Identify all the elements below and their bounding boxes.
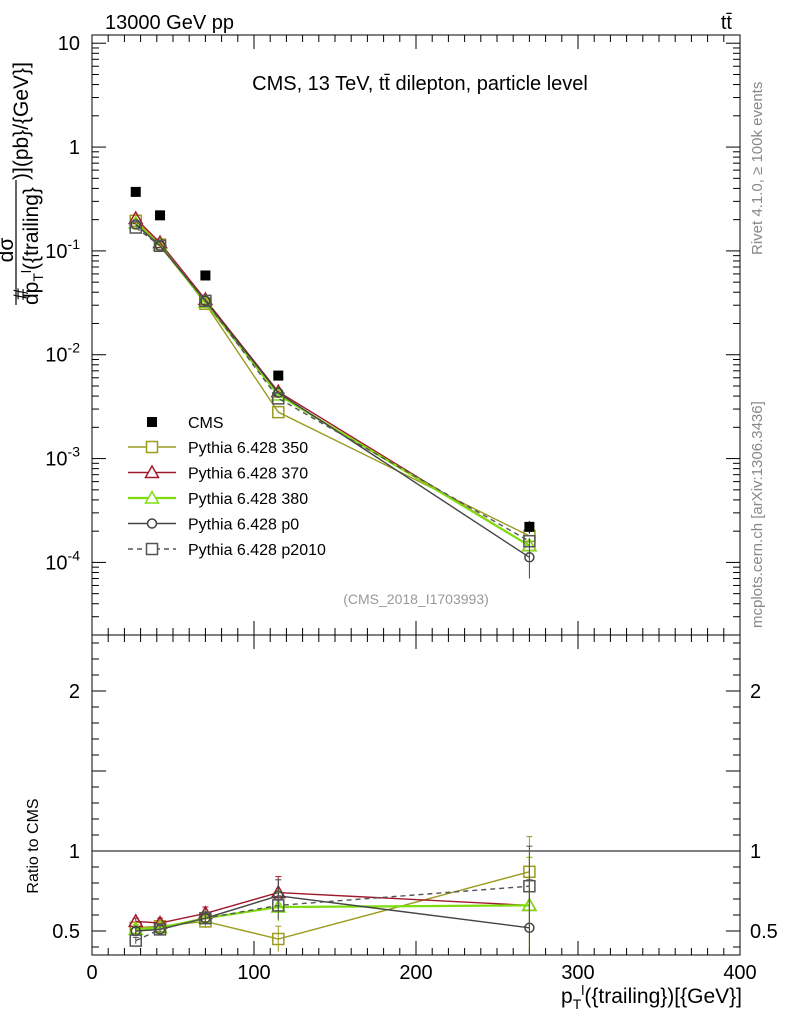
svg-text:dpTl({trailing}: dpTl({trailing} xyxy=(18,187,46,305)
ratio-point xyxy=(199,911,212,925)
rivet-version-label: Rivet 4.1.0, ≥ 100k events xyxy=(749,82,766,255)
ratio-y-tick-label-right: 0.5 xyxy=(750,921,778,943)
ratio-y-tick-label: 0.5 xyxy=(52,921,80,943)
series-point xyxy=(130,219,141,230)
legend-label: Pythia 6.428 380 xyxy=(188,491,308,508)
ratio-y-tick-label-right: 1 xyxy=(750,841,761,863)
series-line xyxy=(135,226,530,542)
cms-data-group xyxy=(130,186,535,579)
series-point xyxy=(272,392,285,405)
legend-marker xyxy=(144,489,160,504)
legend-label: Pythia 6.428 350 xyxy=(188,440,308,457)
x-tick-label: 200 xyxy=(399,962,432,984)
legend-label: Pythia 6.428 p0 xyxy=(188,517,299,534)
legend-label: Pythia 6.428 370 xyxy=(188,466,308,483)
svg-text:)](pb}/{GeV}]: )](pb}/{GeV}] xyxy=(10,62,33,180)
ratio-point xyxy=(153,923,167,936)
y-tick-label: 10-3 xyxy=(45,444,80,471)
ratio-point xyxy=(272,932,285,946)
data-point xyxy=(155,210,166,221)
x-tick-label: 400 xyxy=(723,962,756,984)
legend-marker xyxy=(144,464,160,479)
x-tick-label: 300 xyxy=(561,962,594,984)
series-line xyxy=(135,218,530,547)
x-axis-ticks: 0 100 200 300 400 xyxy=(86,35,757,984)
legend-marker xyxy=(145,542,159,556)
data-point xyxy=(524,521,535,532)
main-axis-ticks: 10 1 10-1 10-2 10-3 10-4 xyxy=(45,33,740,636)
legend: CMS Pythia 6.428 350 Pythia 6.428 370 Pythi… xyxy=(128,415,326,559)
svg-text:dσ: dσ xyxy=(0,238,18,263)
y-tick-label: 1 xyxy=(69,137,80,159)
legend-label: CMS xyxy=(188,415,224,432)
y-tick-label: 10 xyxy=(58,33,80,55)
x-axis-label: pTl({trailing})[{GeV}] xyxy=(561,982,742,1012)
ratio-y-tick-label-right: 2 xyxy=(750,681,761,703)
collision-label: 13000 GeV pp xyxy=(105,12,234,34)
legend-marker-data xyxy=(147,417,157,427)
ratio-line xyxy=(135,885,530,942)
ratio-point xyxy=(272,899,285,912)
series-point xyxy=(199,294,212,308)
ratio-point xyxy=(523,879,536,893)
data-point xyxy=(273,370,284,381)
main-y-axis-label: # dσ dpTl({trailing} )](pb}/{GeV}] xyxy=(0,62,46,305)
legend-label: Pythia 6.428 p2010 xyxy=(188,542,326,559)
x-tick-label: 100 xyxy=(237,962,270,984)
series-point xyxy=(129,221,142,234)
series-point xyxy=(272,405,285,419)
series-point xyxy=(200,295,211,307)
data-point xyxy=(130,186,141,197)
series-point xyxy=(197,294,214,309)
data-point xyxy=(200,270,211,281)
ratio-line xyxy=(135,891,530,924)
y-tick-label: 10-1 xyxy=(45,236,80,263)
series-point xyxy=(154,240,166,252)
ratio-line xyxy=(135,904,530,931)
ratio-y-tick-label: 2 xyxy=(69,681,80,703)
analysis-id: (CMS_2018_I1703993) xyxy=(343,591,489,607)
process-label: tt̄ xyxy=(721,12,733,34)
ratio-y-tick-label: 1 xyxy=(69,841,80,863)
main-series-group xyxy=(127,210,538,563)
plot-title: CMS, 13 TeV, tt̄ dilepton, particle leve… xyxy=(252,73,588,95)
ratio-point xyxy=(129,934,142,947)
series-line xyxy=(135,220,530,537)
y-tick-label: 10-2 xyxy=(45,340,80,367)
ratio-series-group xyxy=(127,836,538,955)
series-point xyxy=(153,239,167,253)
mcplots-url-label: mcplots.cern.ch [arXiv:1306.3436] xyxy=(749,401,766,628)
legend-marker xyxy=(146,518,158,529)
y-tick-label: 10-4 xyxy=(45,547,80,574)
legend-marker xyxy=(145,440,159,454)
ratio-axis-ticks: 0.5 0.5 1 1 2 2 xyxy=(52,642,778,948)
ratio-y-axis-label: Ratio to CMS xyxy=(25,798,42,893)
x-tick-label: 0 xyxy=(86,962,97,984)
